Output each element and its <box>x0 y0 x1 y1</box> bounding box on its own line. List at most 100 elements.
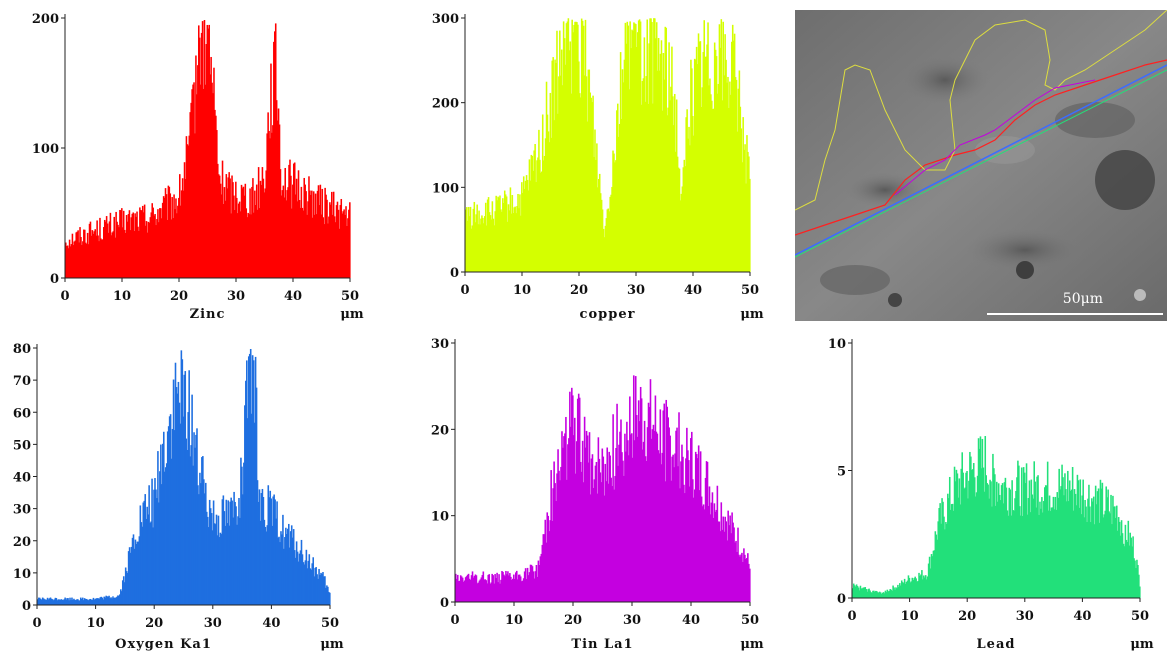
x-tick-label: 40 <box>284 289 302 304</box>
histogram-bin <box>527 575 530 602</box>
histogram-bin <box>1005 487 1008 598</box>
histogram-bin <box>1057 497 1059 598</box>
histogram-bin <box>713 503 716 602</box>
x-axis-label: Zinc <box>190 307 226 322</box>
histogram-bin <box>952 510 955 598</box>
histogram-bin <box>199 472 201 605</box>
histogram-bin <box>271 525 273 605</box>
histogram-bin <box>693 135 695 272</box>
histogram-bin <box>113 216 115 278</box>
histogram-bin <box>599 472 602 602</box>
histogram-bin <box>304 184 306 278</box>
histogram-bin <box>583 416 586 602</box>
histogram-bin <box>535 182 537 272</box>
histogram-bin <box>543 155 546 272</box>
histogram-bin <box>1065 489 1067 598</box>
histogram-bin <box>516 579 519 602</box>
histogram-bin <box>475 575 478 602</box>
histogram-bin <box>1077 480 1080 598</box>
histogram-bin <box>662 410 665 602</box>
histogram-bin <box>718 24 721 273</box>
sem-image-texture <box>795 10 1167 321</box>
histogram-bin <box>162 196 165 278</box>
histogram-bin <box>1020 515 1022 598</box>
histogram-bin <box>541 544 544 602</box>
histogram-bin <box>479 224 481 272</box>
histogram-bin <box>553 461 555 602</box>
y-tick-label: 0 <box>450 266 459 281</box>
histogram-bin <box>290 525 293 605</box>
histogram-bin <box>328 591 330 605</box>
histogram-bin <box>744 144 746 272</box>
x-tick-label: 20 <box>564 613 582 628</box>
histogram-bin <box>230 213 232 278</box>
histogram-bin <box>1041 497 1043 598</box>
histogram-bin <box>472 208 475 272</box>
histogram-bin <box>563 436 565 602</box>
histogram-bin <box>573 435 575 602</box>
histogram-bin <box>990 481 992 598</box>
histogram-bin <box>1120 520 1123 598</box>
x-axis-unit: μm <box>740 307 764 322</box>
histogram-bin <box>87 244 90 278</box>
histogram-bin <box>265 531 268 605</box>
histogram-bin <box>327 223 329 278</box>
histogram-bin <box>630 434 632 602</box>
histogram-bin <box>39 598 42 605</box>
histogram-bin <box>902 583 905 598</box>
histogram-bin <box>911 577 914 598</box>
histogram-bin <box>642 78 645 272</box>
histogram-bin <box>456 574 459 602</box>
histogram-bin <box>487 574 490 602</box>
histogram-bin <box>867 589 869 598</box>
histogram-bin <box>198 494 200 605</box>
histogram-bin <box>304 560 307 605</box>
histogram-bin <box>1070 489 1073 598</box>
histogram-bin <box>486 583 489 602</box>
histogram-bin <box>963 488 965 598</box>
x-axis-label: Tin La1 <box>571 637 633 652</box>
histogram-bin <box>154 214 156 278</box>
histogram-bin <box>294 194 297 278</box>
histogram-bin <box>189 456 191 605</box>
histogram-bin <box>512 213 515 272</box>
histogram-bin <box>261 167 264 278</box>
histogram-bin <box>621 452 623 602</box>
histogram-bin <box>495 195 497 272</box>
histogram-bin <box>482 571 485 602</box>
histogram-bin <box>269 490 272 605</box>
histogram-bin <box>151 203 153 278</box>
histogram-bin <box>914 576 916 598</box>
histogram-bin <box>474 222 477 272</box>
histogram-bin <box>495 578 497 602</box>
histogram-bin <box>965 472 967 598</box>
x-axis-label: Lead <box>977 637 1016 652</box>
histogram-bin <box>524 180 527 272</box>
y-tick-label: 50 <box>13 438 31 453</box>
histogram-bin <box>864 587 867 598</box>
histogram-bin <box>192 465 194 605</box>
histogram-bin <box>120 591 123 605</box>
histogram-bin <box>196 94 198 278</box>
histogram-bin <box>468 216 471 272</box>
histogram-bin <box>117 595 119 605</box>
histogram-bin <box>642 441 645 602</box>
histogram-bin <box>1097 488 1100 598</box>
histogram-bin <box>481 575 484 602</box>
histogram-bin <box>617 465 619 602</box>
histogram-bin <box>1004 477 1007 598</box>
histogram-bin <box>299 207 302 278</box>
histogram-bin <box>106 596 108 605</box>
histogram-bin <box>634 376 637 602</box>
histogram-bin <box>893 587 895 598</box>
histogram-bin <box>578 61 580 273</box>
histogram-bin <box>555 63 557 272</box>
histogram-bin <box>629 21 631 272</box>
histogram-bin <box>561 85 564 272</box>
histogram-bin <box>597 187 599 272</box>
histogram-bin <box>238 201 241 278</box>
histogram-bin <box>160 444 162 605</box>
histogram-bin <box>308 176 310 278</box>
histogram-bin <box>286 190 288 278</box>
histogram-bin <box>628 89 630 272</box>
